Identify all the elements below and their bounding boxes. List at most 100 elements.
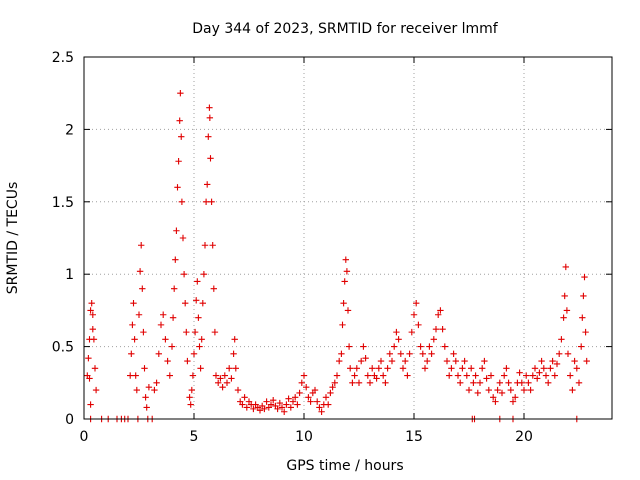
ticks: 0 5 10 15 20 0 0.5 1 1.5 2 2.5 [52,50,612,445]
data-point [551,372,558,379]
grid [84,57,612,419]
data-point [501,372,508,379]
data-point [481,357,488,365]
data-point [91,365,99,372]
data-point [509,398,517,405]
data-point [178,133,185,140]
data-point [327,389,334,397]
data-point [151,386,158,394]
data-point [314,398,321,405]
data-point [198,336,205,343]
data-point [294,401,301,408]
data-point [560,314,567,321]
y-axis-label: SRMTID / TECUs [5,182,21,295]
data-point [428,350,435,358]
data-point [498,389,506,397]
data-point [171,285,178,292]
data-point [468,365,475,372]
data-point [217,375,224,382]
data-point [391,343,398,350]
data-point [270,396,277,404]
data-point [190,350,198,358]
x-tick-label: 15 [405,429,423,445]
data-point [507,386,514,394]
data-point [231,336,238,343]
data-point [274,405,281,413]
data-point [377,357,385,365]
data-point [189,372,197,379]
data-point [196,343,203,350]
data-point [187,401,194,408]
data-point [512,394,519,401]
data-point [325,401,332,408]
data-point [575,379,583,386]
data-point [341,278,348,285]
x-tick-label: 10 [295,429,313,445]
data-point [226,365,233,372]
data-point [402,357,409,365]
data-point [487,372,495,379]
data-point [563,307,571,314]
data-point [343,268,351,275]
data-point [375,365,382,372]
data-point [228,375,235,382]
data-point [581,273,588,281]
data-point [531,365,539,372]
data-point [90,336,98,343]
data-point [534,375,541,382]
data-point [393,328,400,336]
data-point [553,360,561,368]
data-point [307,398,314,405]
data-points [84,90,590,423]
data-point [540,365,547,372]
data-point [529,372,536,379]
data-point [160,311,167,318]
data-point [89,326,96,333]
data-point [351,372,358,379]
data-point [292,394,299,401]
data-point [132,372,139,379]
data-point [234,386,242,394]
data-point [439,326,446,333]
data-point [221,372,228,379]
data-point [479,365,486,372]
data-point [139,285,146,292]
data-point [142,394,149,401]
data-point [340,299,347,307]
data-point [364,372,371,379]
data-point [547,365,554,372]
data-point [406,350,413,358]
data-point [397,350,404,358]
y-tick-label: 0 [65,412,74,428]
data-point [490,394,497,401]
data-point [349,379,356,386]
data-point [283,401,290,408]
data-point [211,328,219,336]
data-point [285,395,292,402]
data-point [435,311,442,318]
data-point [483,375,490,382]
data-point [360,343,367,350]
data-point [373,375,380,382]
data-point [172,256,179,263]
data-point [347,365,354,372]
data-point [454,372,462,379]
data-point [582,328,589,336]
data-point [339,321,346,329]
data-point [569,386,576,394]
data-point [188,386,195,394]
data-point [133,386,140,394]
data-point [300,372,308,379]
data-point [174,184,181,191]
data-point [492,398,499,405]
data-point [561,292,568,300]
data-point [178,198,186,205]
data-point [298,379,305,386]
data-point [143,404,150,411]
data-point [415,321,422,329]
data-point [209,242,216,249]
data-point [424,357,431,365]
data-point [232,365,239,372]
data-point [86,375,93,382]
